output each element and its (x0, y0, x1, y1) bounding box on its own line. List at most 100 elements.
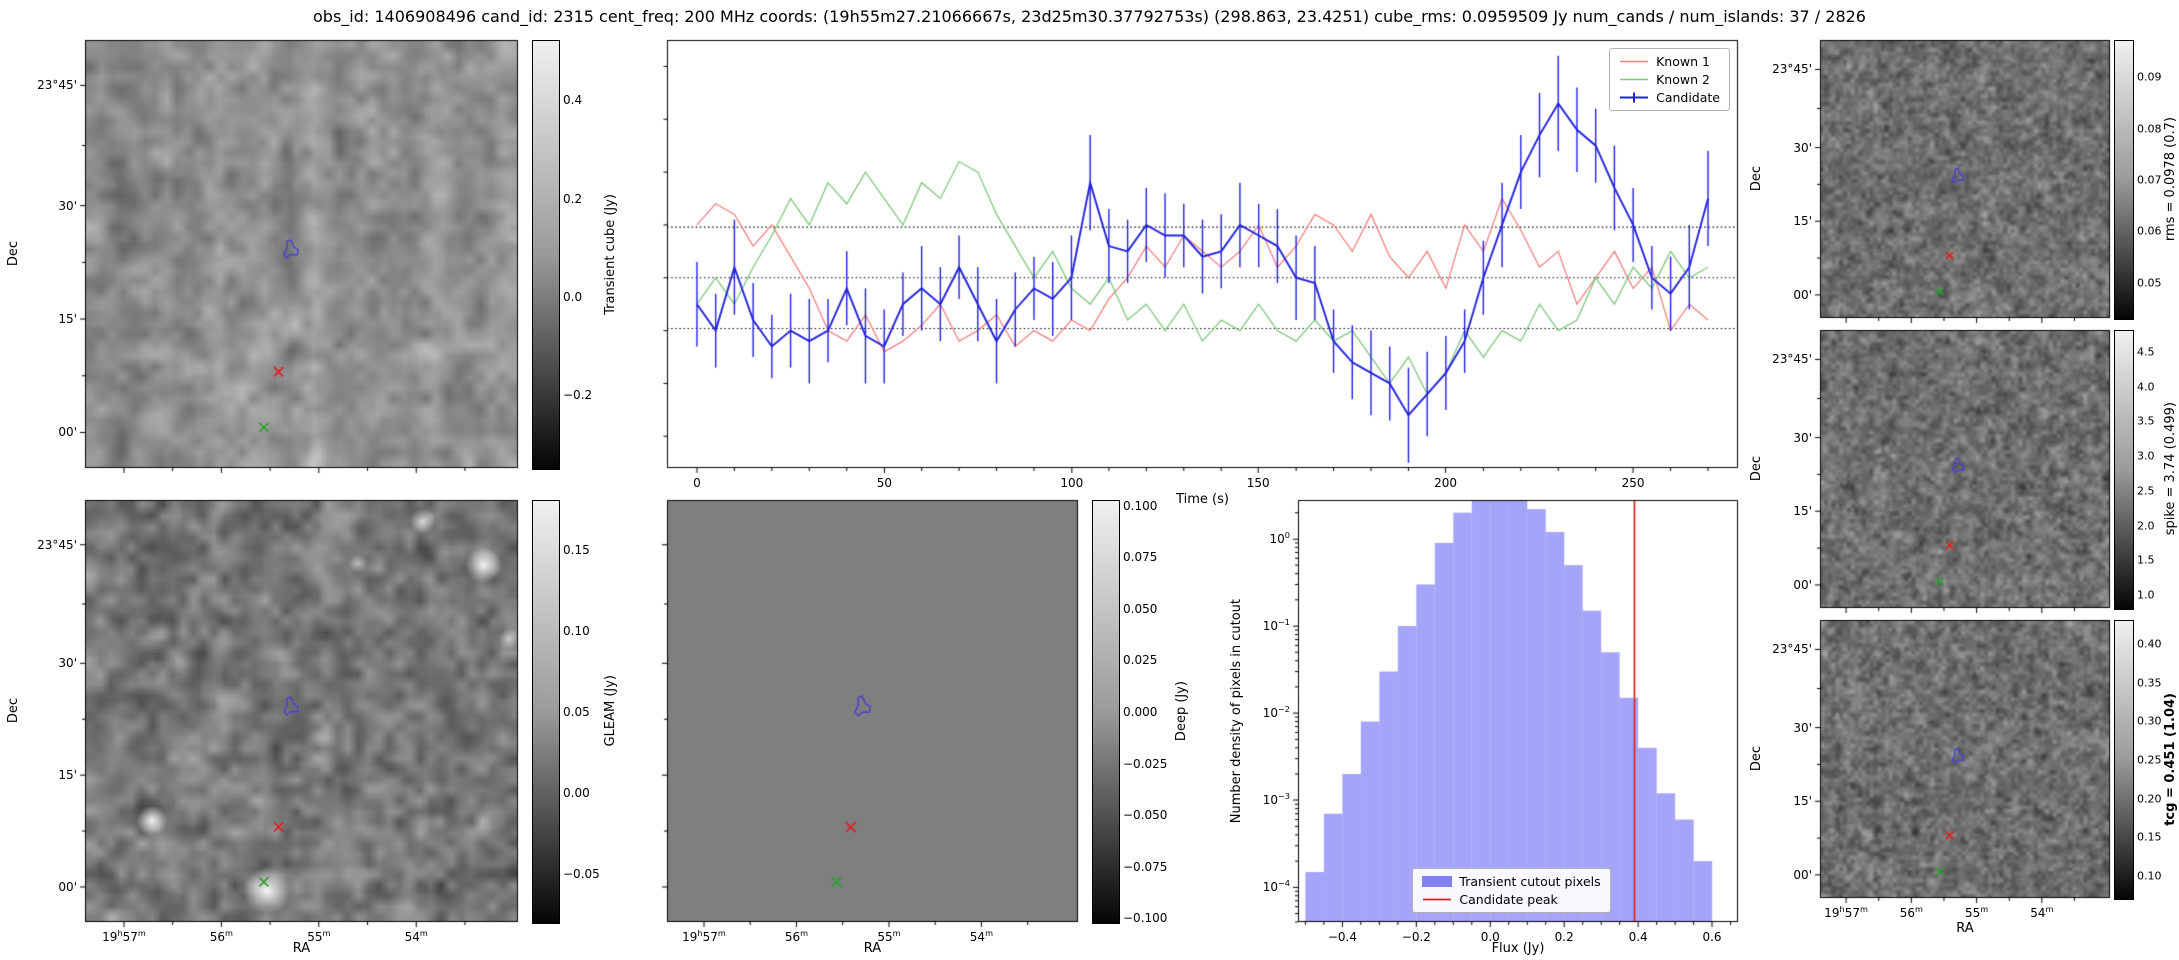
transient-colorbar-label-text: Transient cube (Jy) (602, 193, 618, 315)
tick-label: 30' (1793, 430, 1812, 445)
tick-label: 10−3 (1262, 791, 1290, 808)
tick-label: 2.5 (2137, 484, 2155, 498)
tick-label: 4.5 (2137, 345, 2155, 359)
tick-label: 50 (876, 476, 893, 490)
tcg-colorbar-label-text: tcg = 0.451 (1.04) (2162, 692, 2178, 826)
flux-histogram-panel: 100 10−1 10−2 10−3 10−4 −0.4 −0.2 0.0 0.2 0.4 0.6… (1263, 492, 1746, 943)
time-axis-label: Time (s) (1176, 492, 1229, 507)
candidate-peak-line-glyph (1423, 898, 1452, 901)
tick-label: 15' (1793, 214, 1812, 229)
tick-label: −0.025 (1123, 756, 1168, 771)
legend-label-candidate: Candidate (1656, 90, 1720, 105)
legend-entry-known1: Known 1 (1619, 54, 1720, 69)
lightcurve-panel: 0 50 100 150 200 250 Known 1 Known 2 Candidat… (659, 32, 1746, 489)
known2-line-glyph (1620, 78, 1649, 81)
deep-colorbar-label: Deep (Jy) (1172, 500, 1190, 922)
tick-label: 15' (58, 768, 77, 783)
tick-label: 0.10 (563, 623, 590, 638)
flux-axis-label: Flux (Jy) (1491, 941, 1545, 956)
tick-label: 1.5 (2137, 553, 2155, 567)
tick-label: 23°45' (1772, 352, 1812, 367)
transient-cube-cutout-image (77, 32, 526, 476)
deep-colorbar: 0.100 0.075 0.050 0.025 0.000 −0.025 −0.050 −0.… (1092, 500, 1167, 924)
tick-label: 00' (58, 879, 77, 894)
tick-label: −0.100 (1123, 910, 1168, 925)
rms-cutout-image (1812, 32, 2118, 326)
tick-label: 3.5 (2137, 414, 2155, 428)
legend-label-cutout-pixels: Transient cutout pixels (1459, 874, 1601, 889)
tick-label: 00' (1793, 867, 1812, 882)
histogram-legend: Transient cutout pixels Candidate peak (1412, 868, 1611, 913)
dec-axis-label: Dec (1748, 620, 1764, 898)
tick-label: 10−4 (1262, 878, 1290, 895)
tick-label: 30' (1793, 720, 1812, 735)
dec-axis-label-text: Dec (5, 698, 21, 724)
dec-axis-label: Dec (1748, 40, 1764, 318)
tick-label: 15' (1793, 794, 1812, 809)
tick-label: 0.20 (2137, 792, 2162, 806)
tick-label: 0.25 (2137, 753, 2162, 767)
tick-label: 0.15 (2137, 830, 2162, 844)
tick-label: −0.05 (563, 867, 600, 882)
gleam-colorbar-label-text: GLEAM (Jy) (602, 675, 618, 747)
tcg-colorbar-tick-labels: 0.40 0.35 0.30 0.25 0.20 0.15 0.10 (2115, 621, 2162, 899)
tick-label: 0.075 (1123, 549, 1158, 564)
tick-label: 0.08 (2137, 122, 2162, 136)
spike-colorbar-label: spike = 3.74 (0.499) (2162, 330, 2178, 608)
tick-label: 0.07 (2137, 173, 2162, 187)
dec-axis-label-text: Dec (1748, 166, 1764, 192)
tick-label: 0.050 (1123, 601, 1158, 616)
spike-cutout-panel: 23°45' 30' 15' 00' (1772, 322, 2118, 616)
tcg-colorbar: 0.40 0.35 0.30 0.25 0.20 0.15 0.10 (2114, 620, 2162, 900)
tick-label: 2.0 (2137, 519, 2155, 533)
tick-label: −0.050 (1123, 808, 1168, 823)
gleam-colorbar-tick-labels: 0.15 0.10 0.05 0.00 −0.05 (533, 501, 600, 923)
legend-label-candidate-peak: Candidate peak (1459, 892, 1558, 907)
tick-label: 54m (2030, 904, 2054, 920)
tick-label: 0.35 (2137, 676, 2162, 690)
tick-label: −0.075 (1123, 860, 1168, 875)
tick-label: 30' (58, 198, 77, 213)
figure-title: obs_id: 1406908496 cand_id: 2315 cent_fr… (313, 7, 1866, 26)
tick-label: 55m (1964, 904, 1989, 920)
dec-axis-label-text: Dec (5, 241, 21, 267)
tick-label: 10−1 (1262, 617, 1290, 634)
legend-entry-candidate-peak: Candidate peak (1422, 892, 1600, 907)
tick-label: 23°45' (1772, 62, 1812, 77)
tcg-cutout-image (1812, 612, 2118, 906)
tick-label: 0.15 (563, 542, 590, 557)
tick-label: 0.4 (563, 93, 583, 108)
hist-patch-glyph (1422, 876, 1453, 887)
histogram-y-axis-label-text: Number density of pixels in cutout (1228, 598, 1244, 824)
tick-label: 100 (1269, 530, 1290, 547)
tick-label: −0.2 (563, 388, 593, 403)
tcg-colorbar-label: tcg = 0.451 (1.04) (2162, 620, 2178, 898)
dec-axis-label: Dec (1748, 330, 1764, 608)
rms-colorbar: 0.09 0.08 0.07 0.06 0.05 (2114, 40, 2162, 320)
tick-label: 0.10 (2137, 869, 2162, 883)
tick-label: 15' (1793, 504, 1812, 519)
gleam-colorbar: 0.15 0.10 0.05 0.00 −0.05 (532, 500, 600, 924)
spike-cutout-image (1812, 322, 2118, 616)
dec-axis-label-text: Dec (1748, 456, 1764, 482)
tick-label: 0.00 (563, 786, 590, 801)
tick-label: 0.0 (563, 289, 583, 304)
legend-entry-cutout-pixels: Transient cutout pixels (1422, 874, 1601, 889)
tick-label: 0.30 (2137, 714, 2162, 728)
gleam-cutout-image (77, 492, 526, 930)
tick-label: 00' (58, 425, 77, 440)
ra-axis-label: RA (863, 941, 882, 956)
deep-cutout-panel: 19h57m 56m 55m 54m (659, 492, 1086, 943)
tick-label: 250 (1621, 476, 1645, 490)
tick-label: 00' (1793, 287, 1812, 302)
tick-label: 0.2 (563, 191, 583, 206)
legend-entry-known2: Known 2 (1619, 72, 1720, 87)
transient-colorbar-tick-labels: 0.4 0.2 0.0 −0.2 (533, 41, 592, 469)
deep-cutout-image (659, 492, 1086, 930)
tick-label: 4.0 (2137, 380, 2155, 394)
candidate-errorbar-glyph (1620, 92, 1649, 103)
tick-label: 30' (1793, 140, 1812, 155)
legend-label-known2: Known 2 (1656, 72, 1710, 87)
known1-line-glyph (1620, 60, 1649, 63)
deep-colorbar-label-text: Deep (Jy) (1173, 680, 1189, 742)
